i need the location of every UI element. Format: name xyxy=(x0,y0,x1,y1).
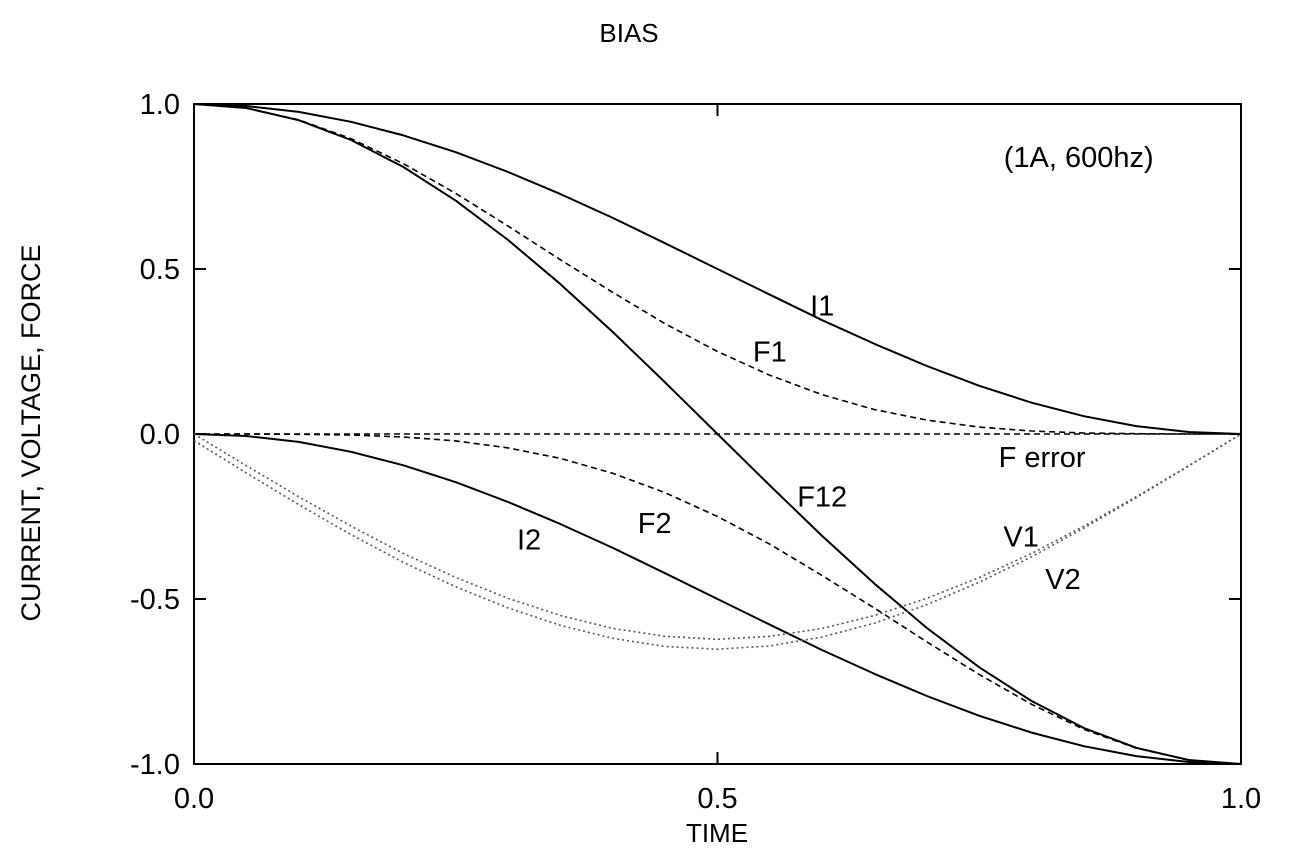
annotation-f12: F12 xyxy=(797,482,847,514)
x-tick-label: 0.0 xyxy=(174,783,214,815)
x-axis-label: TIME xyxy=(686,818,748,848)
annotation-1a-600hz: (1A, 600hz) xyxy=(1004,142,1154,174)
series-f1-line xyxy=(193,103,1241,435)
annotation-v1: V1 xyxy=(1003,521,1038,553)
series-i2-line xyxy=(193,433,1242,765)
annotation-f-error: F error xyxy=(999,442,1086,474)
y-tick-label: 0.5 xyxy=(140,254,180,286)
annotation-i1: I1 xyxy=(810,290,834,322)
series-v2-line xyxy=(193,433,1242,651)
annotation-f2: F2 xyxy=(638,508,672,540)
x-tick-label: 1.0 xyxy=(1221,783,1261,815)
y-tick-label: 1.0 xyxy=(140,89,180,121)
annotation-i2: I2 xyxy=(517,525,541,557)
marks-layer: 0.0 0.5 1.0 -1.0 -0.5 0.0 0.5 1.0 xyxy=(130,89,1261,815)
y-tick-label: -0.5 xyxy=(130,584,180,616)
series-i1-line xyxy=(193,103,1242,435)
curves-layer xyxy=(193,103,1242,765)
series-v1-line xyxy=(193,433,1242,641)
series-f2-line xyxy=(194,433,1242,765)
x-tick-label: 0.5 xyxy=(697,783,737,815)
chart-title: BIAS xyxy=(599,18,658,48)
annotation-f1: F1 xyxy=(753,337,787,369)
y-tick-label: -1.0 xyxy=(130,749,180,781)
annotation-v2: V2 xyxy=(1045,564,1080,596)
y-tick-label: 0.0 xyxy=(140,419,180,451)
y-axis-label: CURRENT, VOLTAGE, FORCE xyxy=(16,244,46,621)
